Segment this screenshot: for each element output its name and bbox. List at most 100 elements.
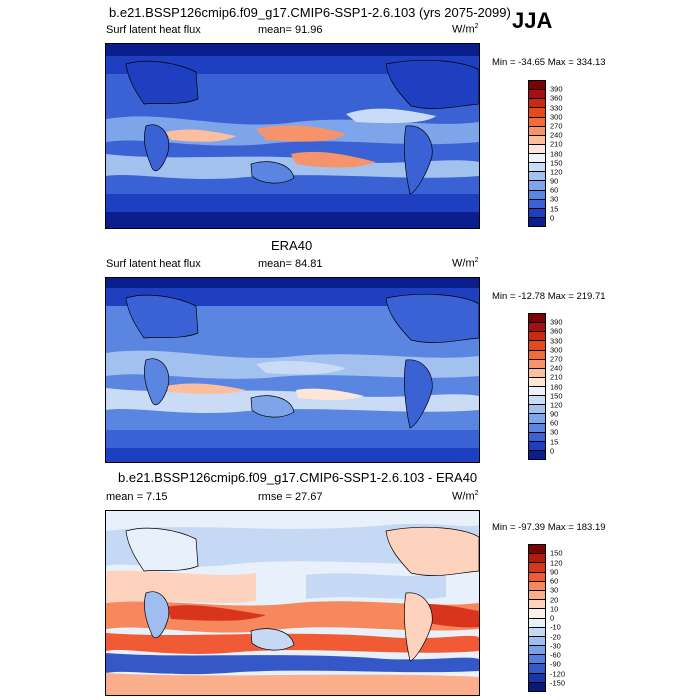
colorbar-tick-label: 60 (550, 418, 559, 428)
colorbar-swatch (529, 545, 545, 555)
colorbar-tick-label: 210 (550, 139, 563, 149)
colorbar-swatch (529, 590, 545, 601)
colorbar-tick-label: 240 (550, 363, 563, 373)
colorbar-swatch (529, 117, 545, 127)
panel-diff-minmax: Min = -97.39 Max = 183.19 (492, 522, 606, 533)
panel-obs-colorbar (528, 313, 546, 460)
colorbar-tick-label: 240 (550, 130, 563, 140)
colorbar-swatch (529, 341, 545, 351)
colorbar-swatch (529, 181, 545, 191)
colorbar-swatch (529, 154, 545, 164)
colorbar-tick-label: 120 (550, 558, 563, 567)
panel-diff-title: b.e21.BSSP126cmip6.f09_g17.CMIP6-SSP1-2.… (118, 470, 478, 485)
panel-diff-rmse-label: rmse = 27.67 (258, 491, 323, 503)
colorbar-swatch (529, 199, 545, 209)
colorbar-tick-label: 30 (550, 194, 559, 204)
colorbar-tick-label: -60 (550, 650, 561, 660)
colorbar-swatch (529, 90, 545, 100)
colorbar-tick-label: 330 (550, 336, 563, 346)
colorbar-swatch (529, 208, 545, 218)
colorbar-tick-label: 60 (550, 576, 559, 586)
colorbar-swatch (529, 441, 545, 451)
colorbar-swatch (529, 332, 545, 342)
panel-obs-map-svg (106, 278, 479, 462)
colorbar-tick-label: 90 (550, 409, 559, 419)
colorbar-tick-label: -10 (550, 622, 561, 632)
colorbar-swatch (529, 172, 545, 182)
colorbar-swatch (529, 609, 545, 619)
colorbar-swatch (529, 190, 545, 200)
colorbar-tick-label: 90 (550, 176, 559, 186)
colorbar-tick-label: 10 (550, 604, 559, 614)
colorbar-swatch (529, 405, 545, 415)
colorbar-swatch (529, 563, 545, 573)
colorbar-swatch (529, 450, 545, 459)
colorbar-tick-label: -30 (550, 641, 561, 651)
colorbar-swatch (529, 163, 545, 173)
season-label: JJA (512, 8, 553, 33)
panel-model-colorbar (528, 80, 546, 227)
colorbar-tick-label: 120 (550, 167, 563, 177)
colorbar-tick-label: 90 (550, 567, 559, 577)
colorbar-swatch (529, 664, 545, 674)
colorbar-tick-label: 360 (550, 93, 563, 103)
colorbar-swatch (529, 627, 545, 637)
colorbar-tick-label: 270 (550, 354, 563, 364)
colorbar-swatch (529, 655, 545, 665)
colorbar-tick-label: 20 (550, 595, 559, 604)
panel-diff-colorbar (528, 544, 546, 692)
panel-model-minmax: Min = -34.65 Max = 334.13 (492, 57, 606, 68)
colorbar-tick-label: -120 (550, 669, 566, 678)
panel-diff-units: W/m2 (452, 490, 479, 503)
colorbar-tick-label: 390 (550, 317, 563, 327)
colorbar-swatch (529, 682, 545, 691)
colorbar-swatch (529, 600, 545, 610)
colorbar-tick-label: 15 (550, 437, 559, 447)
panel-diff-map-svg (106, 511, 479, 695)
colorbar-swatch (529, 108, 545, 118)
panel-obs-minmax: Min = -12.78 Max = 219.71 (492, 291, 606, 302)
colorbar-tick-label: 180 (550, 149, 563, 158)
colorbar-swatch (529, 217, 545, 226)
panel-diff-mean-label: mean = 7.15 (106, 491, 168, 503)
panel-model-map-svg (106, 44, 479, 228)
colorbar-tick-label: 210 (550, 372, 563, 382)
colorbar-swatch (529, 618, 545, 628)
colorbar-swatch (529, 314, 545, 324)
colorbar-swatch (529, 81, 545, 91)
colorbar-tick-label: 300 (550, 112, 563, 122)
colorbar-swatch (529, 636, 545, 647)
colorbar-tick-label: 150 (550, 391, 563, 401)
panel-diff-colorbar-ticks: 150 120 90 60 30 20 10 0 -10 -20 -30 -60 -90 -120 -150 (550, 544, 590, 690)
colorbar-swatch (529, 323, 545, 333)
colorbar-tick-label: -20 (550, 632, 561, 641)
panel-obs-colorbar-ticks: 390 360 330 300 270 240 210 180 150 120 90 60 30 15 0 (550, 313, 590, 458)
colorbar-tick-label: 180 (550, 382, 563, 391)
colorbar-swatch (529, 377, 545, 387)
colorbar-tick-label: 30 (550, 585, 559, 595)
panel-model-map (105, 43, 480, 229)
colorbar-swatch (529, 581, 545, 591)
panel-obs-title: ERA40 (271, 238, 313, 253)
colorbar-tick-label: 270 (550, 121, 563, 131)
panel-obs-variable-label: Surf latent heat flux (106, 258, 201, 270)
panel-diff-map (105, 510, 480, 696)
colorbar-tick-label: 0 (550, 613, 555, 623)
panel-model-colorbar-ticks: 390 360 330 300 270 240 210 180 150 120 90 60 30 15 0 (550, 80, 590, 225)
colorbar-swatch (529, 99, 545, 109)
colorbar-tick-label: 330 (550, 103, 563, 113)
colorbar-swatch (529, 144, 545, 154)
colorbar-tick-label: 300 (550, 345, 563, 355)
colorbar-swatch (529, 359, 545, 369)
colorbar-swatch (529, 554, 545, 564)
colorbar-swatch (529, 126, 545, 136)
colorbar-tick-label: 150 (550, 548, 563, 558)
panel-obs-units: W/m2 (452, 257, 479, 270)
panel-obs-mean-label: mean= 84.81 (258, 258, 323, 270)
colorbar-tick-label: 390 (550, 84, 563, 94)
colorbar-swatch (529, 423, 545, 433)
colorbar-swatch (529, 646, 545, 656)
panel-model-variable-label: Surf latent heat flux (106, 24, 201, 36)
colorbar-tick-label: -150 (550, 678, 566, 688)
colorbar-swatch (529, 572, 545, 582)
